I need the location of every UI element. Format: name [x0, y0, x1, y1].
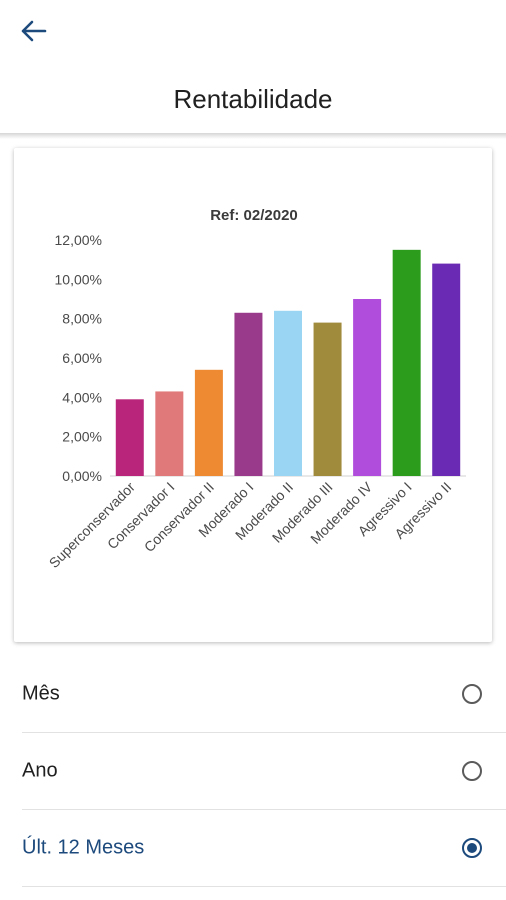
radio-button[interactable]	[462, 838, 482, 858]
option-label: Mês	[22, 682, 60, 705]
bar-conservador-i[interactable]	[155, 391, 184, 476]
bar-superconservador[interactable]	[115, 399, 144, 476]
chart-card: Ref: 02/2020 0,00% 2,00% 4,00% 6,00% 8,00% 10…	[14, 148, 492, 642]
radio-button[interactable]	[462, 684, 482, 704]
y-tick-label: 10,00%	[55, 271, 102, 287]
bar-chart: Ref: 02/2020 0,00% 2,00% 4,00% 6,00% 8,00% 10…	[46, 207, 466, 571]
y-tick-label: 12,00%	[55, 232, 102, 248]
option-label: Últ. 12 Meses	[22, 836, 145, 859]
option-ano[interactable]: Ano	[22, 733, 506, 810]
bar-moderado-i[interactable]	[234, 312, 263, 476]
bar-agressivo-ii[interactable]	[432, 263, 461, 476]
page-title: Rentabilidade	[173, 84, 333, 114]
radio-button[interactable]	[462, 761, 482, 781]
period-options: Mês Ano Últ. 12 Meses	[0, 656, 506, 887]
option-ult-12-meses[interactable]: Últ. 12 Meses	[22, 810, 506, 887]
bar-conservador-ii[interactable]	[194, 369, 223, 476]
radio-selected-dot	[467, 843, 477, 853]
back-button[interactable]	[14, 14, 52, 48]
bar-moderado-iv[interactable]	[353, 299, 382, 476]
option-label: Ano	[22, 759, 58, 782]
bar-agressivo-i[interactable]	[392, 249, 421, 476]
bar-moderado-iii[interactable]	[313, 322, 342, 476]
option-mes[interactable]: Mês	[22, 656, 506, 733]
bars	[115, 249, 461, 476]
y-tick-label: 0,00%	[62, 468, 102, 484]
x-tick-label: Conservador II	[141, 479, 217, 555]
bar-moderado-ii[interactable]	[274, 310, 302, 476]
y-tick-label: 2,00%	[62, 429, 102, 445]
y-tick-label: 4,00%	[62, 389, 102, 405]
y-tick-label: 8,00%	[62, 311, 102, 327]
header-divider	[0, 133, 506, 139]
chart-title: Ref: 02/2020	[210, 207, 298, 224]
y-tick-label: 6,00%	[62, 350, 102, 366]
arrow-left-icon	[21, 20, 47, 42]
